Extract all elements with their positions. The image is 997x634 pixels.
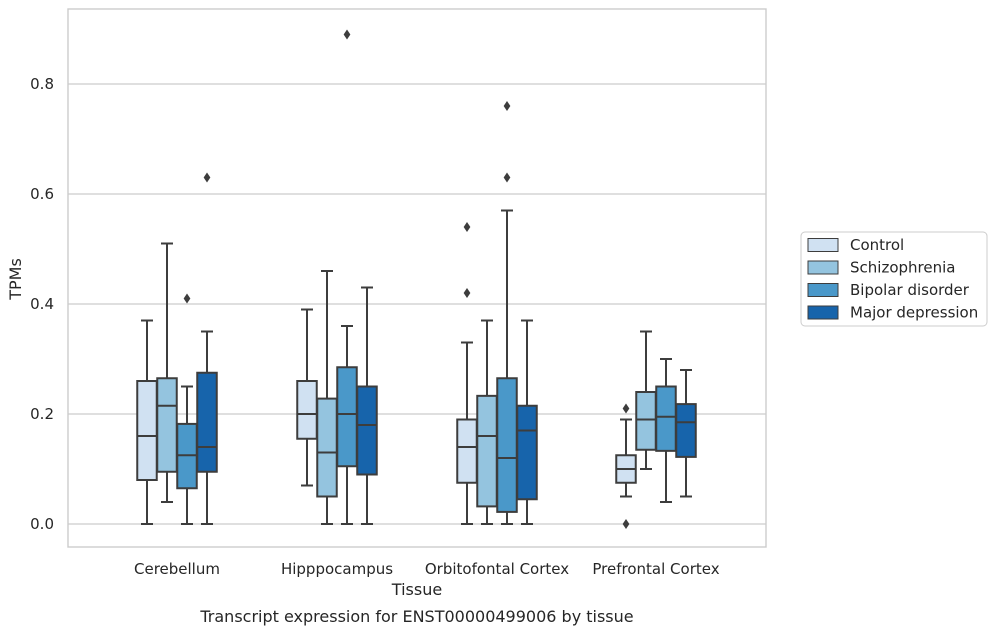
y-tick-label: 0.0 xyxy=(30,515,54,533)
legend-frame xyxy=(800,231,988,327)
iqr-box xyxy=(476,394,498,508)
iqr-box xyxy=(655,385,677,452)
x-tick-label: Prefrontal Cortex xyxy=(592,560,719,578)
iqr-box xyxy=(356,385,378,476)
y-tick-labels: 0.0 0.2 0.4 0.6 0.8 xyxy=(30,75,54,533)
box-major-depression xyxy=(516,319,538,525)
plot-frame xyxy=(67,8,767,548)
y-tick-label: 0.2 xyxy=(30,405,54,423)
x-tick-labels: Cerebellum Hipppocampus Orbitofontal Corte… xyxy=(134,560,720,578)
box-control xyxy=(296,308,318,487)
outlier-point xyxy=(503,172,511,183)
legend-swatch xyxy=(807,260,839,275)
legend-swatch xyxy=(807,238,839,252)
iqr-box xyxy=(496,377,518,513)
box-schizophrenia xyxy=(635,330,657,470)
outlier-point xyxy=(183,293,191,304)
y-axis-title: TPMs xyxy=(6,258,25,301)
y-tick-label: 0.4 xyxy=(30,295,54,313)
y-tick-label: 0.8 xyxy=(30,75,54,93)
box-major-depression xyxy=(675,369,697,498)
iqr-box xyxy=(296,380,318,440)
iqr-box xyxy=(156,377,178,473)
iqr-box xyxy=(516,404,538,501)
legend-swatch xyxy=(807,305,839,320)
outlier-point xyxy=(463,288,471,298)
box-major-depression xyxy=(196,172,218,525)
box-schizophrenia xyxy=(316,270,338,525)
figure-caption: Transcript expression for ENST0000049900… xyxy=(199,607,633,626)
x-tick-label: Cerebellum xyxy=(134,560,220,578)
iqr-box xyxy=(336,366,358,468)
iqr-box xyxy=(196,371,218,473)
outlier-point xyxy=(503,101,511,111)
box-major-depression xyxy=(356,286,378,525)
x-tick-label: Hipppocampus xyxy=(281,560,393,578)
box-control xyxy=(456,222,478,525)
box-control xyxy=(615,403,637,529)
outlier-point xyxy=(622,519,630,529)
legend-label: Control xyxy=(850,236,904,254)
x-axis-title: Tissue xyxy=(391,580,442,599)
boxes xyxy=(136,29,697,529)
legend-label: Bipolar disorder xyxy=(850,281,970,299)
outlier-point xyxy=(343,29,351,40)
legend: Control Schizophrenia Bipolar disorder Majo… xyxy=(800,231,988,327)
iqr-box xyxy=(456,418,478,484)
legend-label: Major depression xyxy=(850,304,978,322)
box-bipolar-disorder xyxy=(496,101,518,525)
box-schizophrenia xyxy=(156,242,178,503)
box-bipolar-disorder xyxy=(655,358,677,503)
x-tick-label: Orbitofontal Cortex xyxy=(425,560,569,578)
box-schizophrenia xyxy=(476,319,498,525)
outlier-point xyxy=(463,222,471,232)
iqr-box xyxy=(635,391,657,451)
iqr-box xyxy=(316,397,338,498)
box-control xyxy=(136,319,158,525)
legend-label: Schizophrenia xyxy=(850,259,955,277)
iqr-box xyxy=(136,380,158,481)
outlier-point xyxy=(203,172,211,183)
outlier-point xyxy=(622,403,630,414)
iqr-box xyxy=(675,403,697,458)
legend-swatch xyxy=(807,283,839,297)
box-bipolar-disorder xyxy=(176,293,198,525)
y-tick-label: 0.6 xyxy=(30,185,54,203)
box-bipolar-disorder xyxy=(336,29,358,525)
